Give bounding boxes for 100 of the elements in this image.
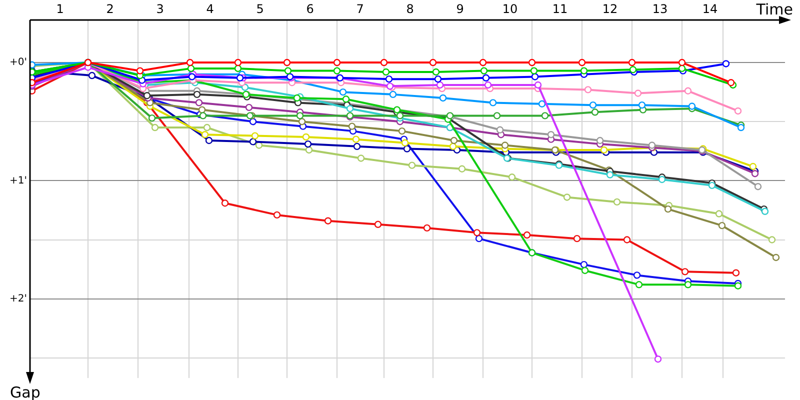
point xyxy=(754,182,762,190)
y-tick-label: +1' xyxy=(10,175,27,186)
point xyxy=(241,84,249,91)
point xyxy=(629,66,637,74)
point xyxy=(396,112,404,120)
point xyxy=(734,107,742,115)
point xyxy=(648,142,656,149)
point xyxy=(296,112,304,120)
point xyxy=(234,58,242,66)
point xyxy=(531,73,539,80)
point xyxy=(136,67,144,74)
point xyxy=(580,67,588,74)
point xyxy=(732,269,740,276)
point xyxy=(249,138,257,146)
point xyxy=(346,105,354,112)
x-tick-label: 7 xyxy=(356,2,364,16)
point xyxy=(439,94,447,102)
point xyxy=(298,118,306,126)
point xyxy=(479,58,487,66)
point xyxy=(188,73,196,80)
point xyxy=(737,124,745,132)
point xyxy=(718,222,726,230)
point xyxy=(199,112,207,120)
point xyxy=(333,67,341,74)
point xyxy=(151,124,159,132)
point xyxy=(353,142,361,150)
point xyxy=(324,217,332,224)
point xyxy=(374,220,382,228)
point xyxy=(205,136,213,144)
x-axis-title: Time xyxy=(755,0,793,18)
point xyxy=(389,90,397,98)
point xyxy=(193,90,201,98)
point xyxy=(339,88,347,96)
point xyxy=(403,145,411,152)
point xyxy=(581,266,589,274)
point xyxy=(523,231,531,239)
point xyxy=(715,210,723,218)
point xyxy=(423,224,431,232)
x-tick-label: 13 xyxy=(652,2,668,16)
point xyxy=(508,174,516,181)
point xyxy=(352,136,360,143)
point xyxy=(198,106,206,114)
point xyxy=(357,154,365,162)
point xyxy=(541,112,549,120)
x-tick-label: 14 xyxy=(702,2,718,16)
point xyxy=(88,72,96,80)
x-tick-label: 8 xyxy=(406,2,414,16)
point xyxy=(688,102,696,110)
point xyxy=(493,112,501,120)
point xyxy=(221,200,229,207)
x-tick-label: 12 xyxy=(602,2,618,16)
point xyxy=(563,194,571,201)
point xyxy=(749,162,757,170)
point xyxy=(348,122,356,130)
point xyxy=(187,64,195,72)
point xyxy=(484,81,492,89)
point xyxy=(751,170,759,178)
point xyxy=(385,75,393,83)
point xyxy=(273,211,281,219)
point xyxy=(305,146,313,154)
x-tick-label: 4 xyxy=(206,2,214,16)
point xyxy=(251,132,259,140)
point xyxy=(429,58,437,66)
point xyxy=(458,165,466,172)
point xyxy=(401,139,409,146)
x-tick-label: 1 xyxy=(56,2,64,16)
x-tick-label: 11 xyxy=(552,2,568,16)
point xyxy=(768,236,776,244)
point xyxy=(628,58,636,66)
y-tick-label: +2' xyxy=(10,293,27,304)
point xyxy=(591,108,599,116)
point xyxy=(658,176,666,184)
point xyxy=(530,67,538,74)
point xyxy=(638,101,646,109)
point xyxy=(398,127,406,135)
point xyxy=(606,171,614,178)
point xyxy=(482,74,490,82)
point xyxy=(772,254,780,262)
point xyxy=(584,86,592,94)
point xyxy=(234,64,242,72)
point xyxy=(249,118,257,126)
point xyxy=(580,260,588,268)
point xyxy=(654,355,662,363)
point xyxy=(380,58,388,66)
point xyxy=(684,87,692,94)
point xyxy=(283,58,291,66)
point xyxy=(722,60,730,68)
x-tick-label: 2 xyxy=(106,2,114,16)
point xyxy=(634,90,642,97)
point xyxy=(382,68,390,76)
y-tick-label: +0' xyxy=(10,57,27,68)
x-tick-label: 10 xyxy=(502,2,518,16)
x-tick-label: 9 xyxy=(456,2,464,16)
point xyxy=(600,146,608,154)
point xyxy=(501,142,509,149)
point xyxy=(635,281,643,288)
point xyxy=(684,281,692,288)
x-tick-label: 5 xyxy=(256,2,264,16)
point xyxy=(489,99,497,106)
point xyxy=(302,133,310,141)
